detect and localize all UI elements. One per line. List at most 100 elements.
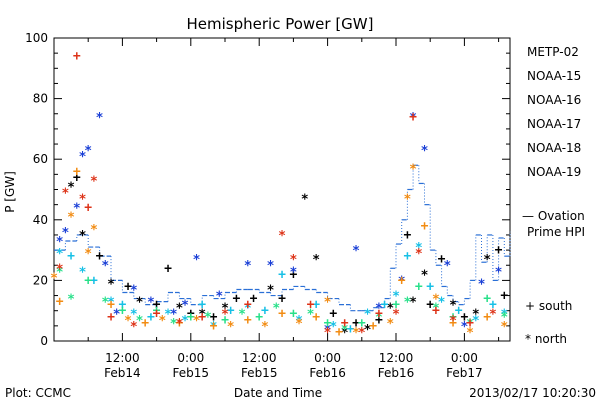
data-point-metp-02: + [495,243,503,258]
x-axis-label: Date and Time [234,386,322,400]
data-point-metp-02: * [67,180,75,195]
data-point-noaa-19: * [79,193,87,208]
data-point-noaa-16: * [500,308,508,323]
data-point-noaa-15: * [130,283,138,298]
data-point-noaa-16: * [364,308,372,323]
y-tick-label: 40 [33,213,48,227]
data-point-noaa-19: * [130,320,138,335]
data-point-noaa-19: * [61,187,69,202]
data-point-noaa-15: * [375,302,383,317]
x-tick-label-time: 0:00 [451,351,478,365]
y-tick-label: 60 [33,152,48,166]
data-point-noaa-18: * [403,193,411,208]
data-point-metp-02: + [403,228,411,243]
data-points: *+*+* +* ++* + * +*+ +*++**+*+ *+*+**++*+ **++**… [50,49,508,341]
data-point-noaa-19: + [375,307,383,322]
data-point-metp-02: + [278,292,286,307]
data-point-noaa-15: * [96,111,104,126]
data-point-noaa-16: + [278,267,286,282]
data-point-noaa-19: + [307,298,315,313]
data-point-noaa-17: + [415,279,423,294]
data-point-metp-02: * [221,302,229,317]
y-tick-label: 100 [25,31,48,45]
data-point-noaa-16: * [438,296,446,311]
data-point-noaa-17: * [238,308,246,323]
data-point-noaa-18: + [278,307,286,322]
data-point-metp-02: + [329,307,337,322]
data-point-noaa-16: + [198,298,206,313]
data-point-noaa-18: + [107,298,115,313]
data-point-noaa-16: * [79,265,87,280]
data-point-noaa-15: * [61,226,69,241]
x-tick-label-day: Feb16 [378,366,415,380]
data-point-noaa-19: + [73,49,81,64]
data-point-metp-02: * [364,323,372,338]
x-tick-label-time: 0:00 [314,351,341,365]
data-point-noaa-16: * [107,296,115,311]
legend-north: * north [525,332,567,346]
data-point-noaa-18: + [244,313,252,328]
data-point-noaa-17: + [187,310,195,325]
data-point-metp-02: + [289,267,297,282]
data-point-noaa-16: * [329,320,337,335]
data-point-noaa-19: + [409,110,417,125]
x-tick-label-day: Feb15 [173,366,210,380]
data-point-noaa-15: * [443,259,451,274]
data-point-metp-02: * [198,308,206,323]
data-point-noaa-18: + [449,316,457,331]
data-point-noaa-15: * [421,144,429,159]
data-point-noaa-15: * [215,290,223,305]
data-point-noaa-18: * [227,320,235,335]
data-point-metp-02: + [250,292,258,307]
data-point-noaa-18: + [421,219,429,234]
data-point-noaa-16: + [381,298,389,313]
data-point-noaa-19: + [84,201,92,216]
data-point-noaa-16: + [455,304,463,319]
y-axis-label: P [GW] [3,171,17,213]
data-point-noaa-19: + [198,310,206,325]
data-point-noaa-18: * [261,320,269,335]
data-point-noaa-18: + [312,310,320,325]
data-point-noaa-17: * [307,308,315,323]
data-point-noaa-17: + [449,310,457,325]
data-point-noaa-15: * [289,265,297,280]
legend-entry-noaa-18: NOAA-18 [527,141,581,155]
data-point-noaa-18: * [90,223,98,238]
data-point-noaa-15: * [398,274,406,289]
data-point-noaa-15: * [113,308,121,323]
data-point-noaa-18: + [73,164,81,179]
x-tick-label-time: 12:00 [379,351,414,365]
data-point-noaa-16: * [415,241,423,256]
legend-entry-noaa-15: NOAA-15 [527,69,581,83]
data-point-metp-02: + [164,261,172,276]
y-tick-labels: 0 20 40 60 80 100 [25,31,48,348]
data-point-metp-02: * [79,229,87,244]
data-point-noaa-18: * [158,314,166,329]
data-point-noaa-17: + [255,310,263,325]
data-point-metp-02: + [352,316,360,331]
data-point-noaa-18: * [193,314,201,329]
data-point-noaa-16: * [244,302,252,317]
data-point-metp-02: * [449,299,457,314]
data-point-metp-02: * [267,283,275,298]
data-point-noaa-18: * [324,296,332,311]
data-point-noaa-18: + [175,316,183,331]
data-point-noaa-19: * [90,174,98,189]
data-point-metp-02: + [500,289,508,304]
data-point-noaa-16: * [210,320,218,335]
data-point-noaa-15: * [495,265,503,280]
data-point-noaa-16: + [227,304,235,319]
y-tick-label: 0 [40,334,48,348]
x-tick-label-day: Feb14 [104,366,141,380]
footer-plot-source: Plot: CCMC [5,386,71,400]
data-point-noaa-15: * [73,202,81,217]
data-point-noaa-17: * [204,311,212,326]
data-point-noaa-19: * [358,326,366,341]
data-point-noaa-19: * [221,308,229,323]
data-point-noaa-15: * [409,111,417,126]
data-point-noaa-18: * [386,317,394,332]
data-point-noaa-19: * [449,314,457,329]
data-point-noaa-16: * [56,247,64,262]
data-point-metp-02: + [232,292,240,307]
